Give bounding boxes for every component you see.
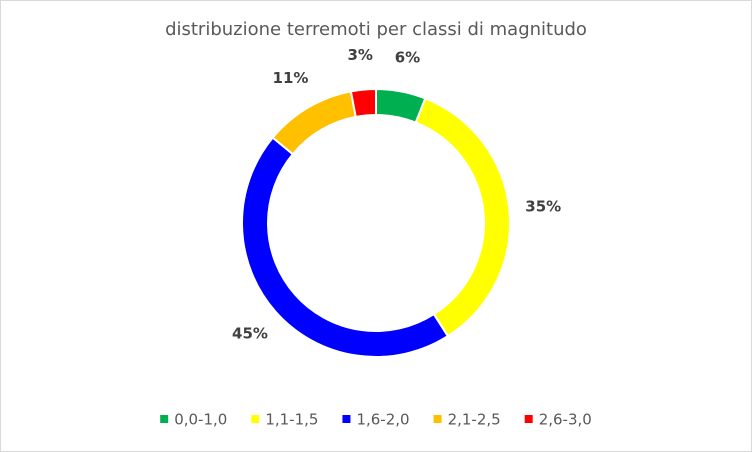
legend-label: 2,6-3,0 — [539, 411, 592, 429]
data-label: 35% — [525, 198, 561, 216]
legend-label: 2,1-2,5 — [448, 411, 501, 429]
chart-title: distribuzione terremoti per classi di ma… — [165, 19, 587, 40]
legend-swatch — [524, 415, 533, 423]
data-label: 3% — [347, 46, 372, 64]
data-label: 45% — [232, 325, 268, 343]
legend-label: 1,1-1,5 — [265, 411, 318, 429]
legend-label: 0,0-1,0 — [174, 411, 227, 429]
data-label: 11% — [273, 69, 309, 87]
legend-swatch — [433, 415, 442, 423]
donut-segment — [349, 87, 377, 119]
legend-swatch — [342, 415, 351, 423]
legend-swatch — [251, 415, 260, 423]
legend-label: 1,6-2,0 — [356, 411, 409, 429]
data-label: 6% — [395, 48, 420, 66]
legend-swatch — [160, 415, 169, 423]
